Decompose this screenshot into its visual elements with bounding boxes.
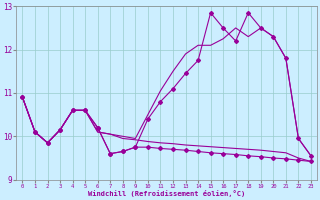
X-axis label: Windchill (Refroidissement éolien,°C): Windchill (Refroidissement éolien,°C) (88, 190, 245, 197)
